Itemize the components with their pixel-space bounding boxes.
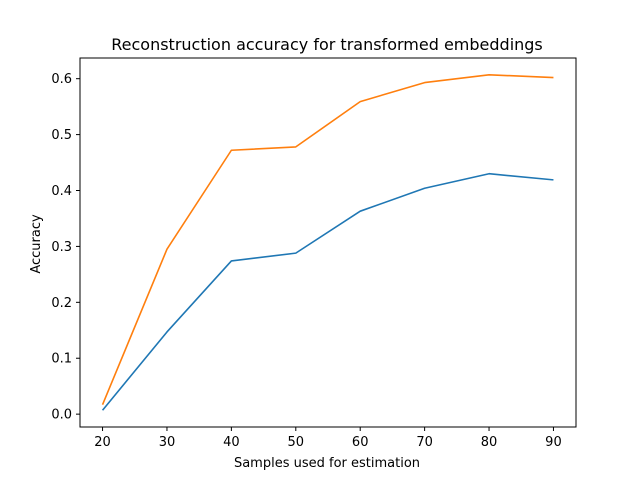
x-tick-label: 90 — [545, 435, 562, 450]
y-tick-label: 0.6 — [51, 72, 72, 87]
y-tick-label: 0.4 — [51, 184, 72, 199]
y-tick-label: 0.2 — [51, 296, 72, 311]
y-tick-label: 0.3 — [51, 240, 72, 255]
x-tick-label: 50 — [288, 435, 305, 450]
x-tick-label: 40 — [223, 435, 240, 450]
y-tick-label: 0.5 — [51, 128, 72, 143]
plot-area: 20 30 40 50 60 70 80 90 0.0 0.1 0.2 0.3 0.4 0.5 0.6 — [51, 57, 577, 450]
x-axis-label: Samples used for estimation — [234, 456, 420, 471]
x-tick-label: 20 — [94, 435, 111, 450]
y-axis-label: Accuracy — [29, 214, 44, 274]
series-line-2 — [101, 73, 554, 405]
y-tick-label: 0.0 — [51, 408, 72, 423]
series-line-1 — [101, 172, 554, 411]
y-tick-label: 0.1 — [51, 352, 72, 367]
x-tick-label: 30 — [159, 435, 176, 450]
x-tick-label: 80 — [481, 435, 498, 450]
plot-frame — [79, 57, 577, 428]
x-tick-label: 60 — [352, 435, 369, 450]
chart-title: Reconstruction accuracy for transformed … — [111, 35, 543, 54]
x-tick-label: 70 — [416, 435, 433, 450]
